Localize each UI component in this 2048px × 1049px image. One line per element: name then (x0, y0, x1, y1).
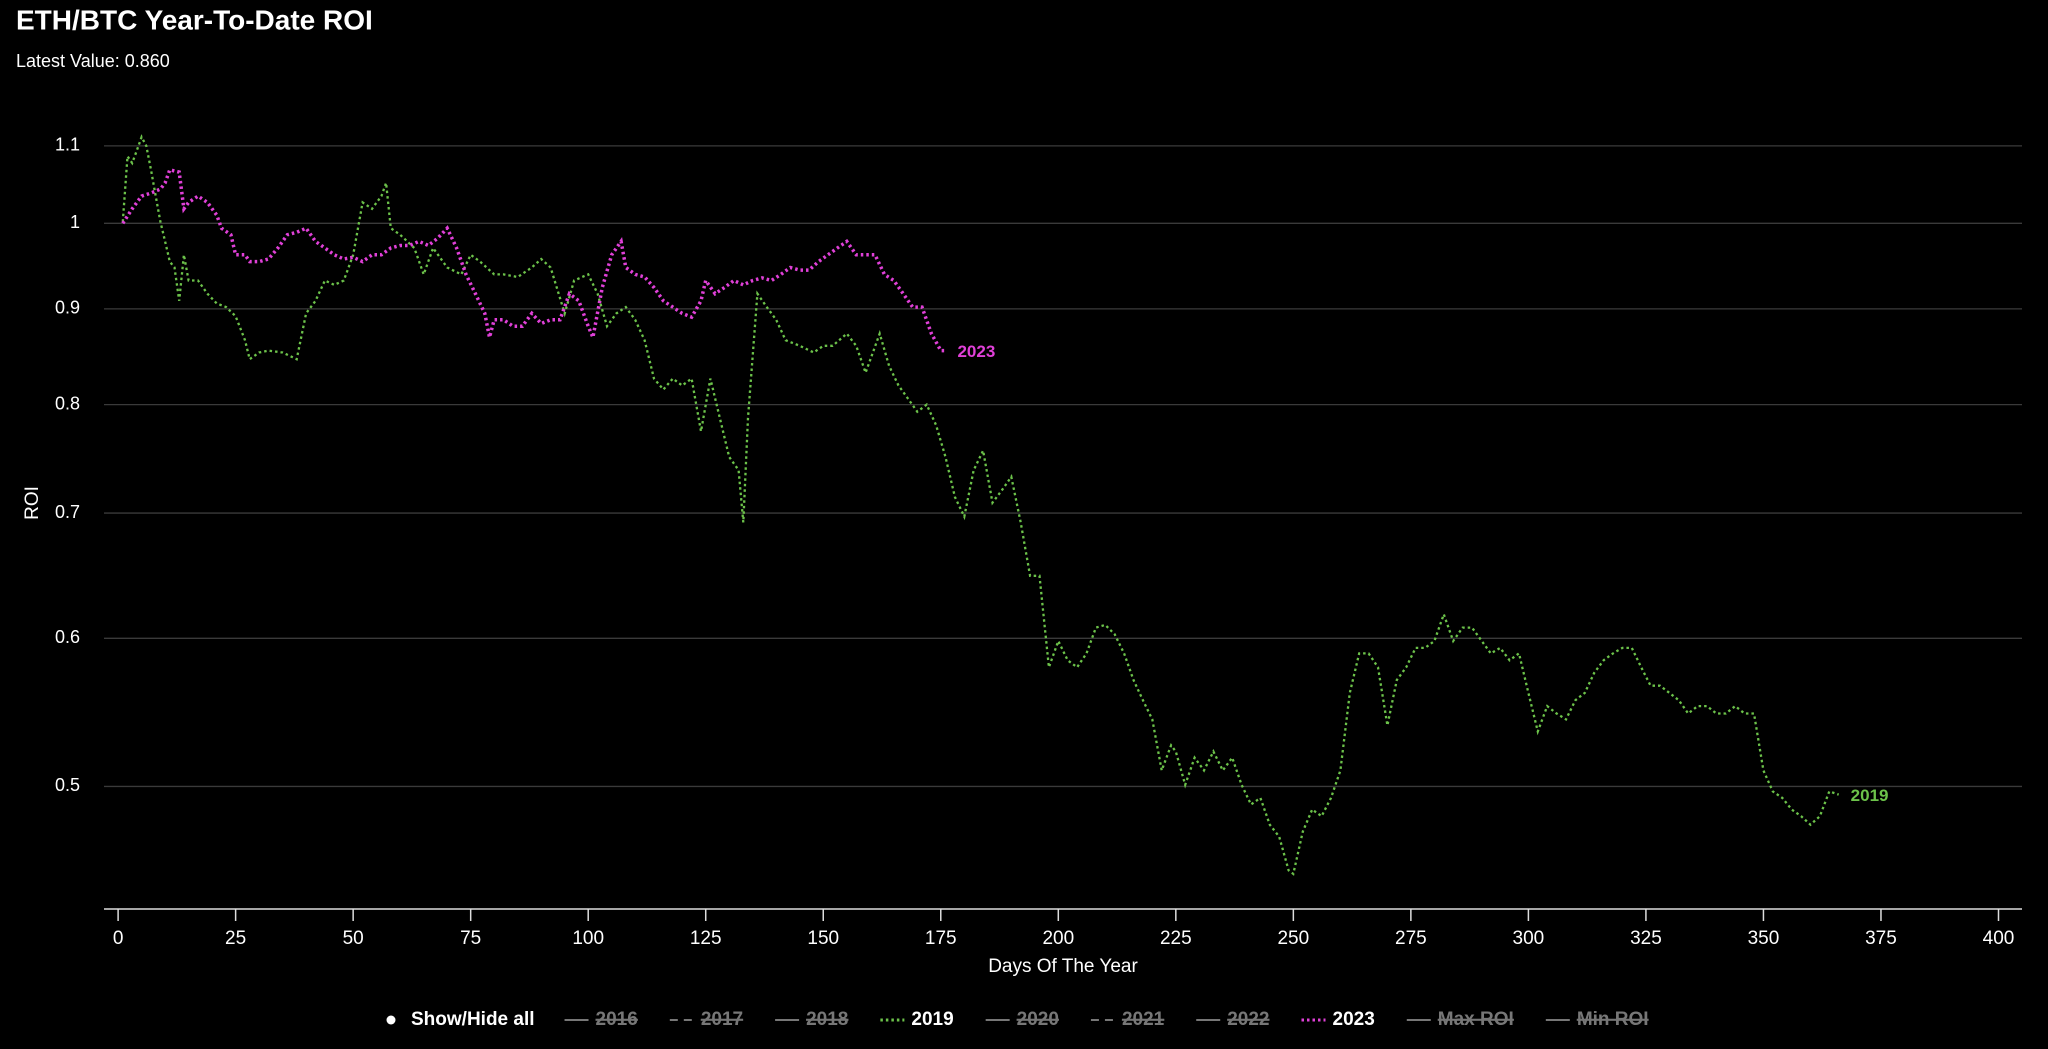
x-axis-title: Days Of The Year (988, 956, 1138, 977)
series-end-label: 2023 (957, 342, 995, 361)
y-tick-label: 0.5 (55, 775, 80, 795)
legend: Show/Hide all 2016 2017 2018 2019 2020 2021 202… (386, 1009, 1649, 1030)
x-tick-label: 325 (1630, 928, 1662, 949)
y-tick-label: 0.8 (55, 393, 80, 413)
chart-title: ETH/BTC Year-To-Date ROI (16, 4, 373, 35)
x-tick-label: 400 (1983, 928, 2015, 949)
legend-toggle[interactable]: Show/Hide all (411, 1009, 535, 1030)
y-tick-label: 1 (70, 212, 80, 232)
x-tick-label: 100 (572, 928, 604, 949)
x-tick-label: 225 (1160, 928, 1192, 949)
legend-toggle-dot (386, 1015, 396, 1025)
x-tick-label: 0 (113, 928, 124, 949)
y-tick-label: 0.7 (55, 502, 80, 522)
x-tick-label: 350 (1748, 928, 1780, 949)
series-line (121, 134, 1840, 876)
x-tick-label: 375 (1865, 928, 1897, 949)
y-tick-label: 0.6 (55, 627, 80, 647)
series-end-label: 2019 (1851, 786, 1889, 805)
legend-item[interactable]: 2023 (1333, 1009, 1375, 1030)
y-axis-title: ROI (22, 486, 43, 520)
x-tick-label: 175 (925, 928, 957, 949)
x-tick-label: 200 (1042, 928, 1074, 949)
x-tick-label: 150 (807, 928, 839, 949)
x-tick-label: 125 (690, 928, 722, 949)
y-tick-label: 1.1 (55, 135, 80, 155)
x-tick-label: 75 (460, 928, 481, 949)
y-tick-label: 0.9 (55, 298, 80, 318)
chart-subtitle: Latest Value: 0.860 (16, 51, 170, 71)
x-tick-label: 50 (343, 928, 364, 949)
x-tick-label: 300 (1513, 928, 1545, 949)
series-line (121, 167, 946, 353)
legend-item[interactable]: 2019 (911, 1009, 953, 1030)
x-tick-label: 25 (225, 928, 246, 949)
x-tick-label: 275 (1395, 928, 1427, 949)
x-tick-label: 250 (1277, 928, 1309, 949)
